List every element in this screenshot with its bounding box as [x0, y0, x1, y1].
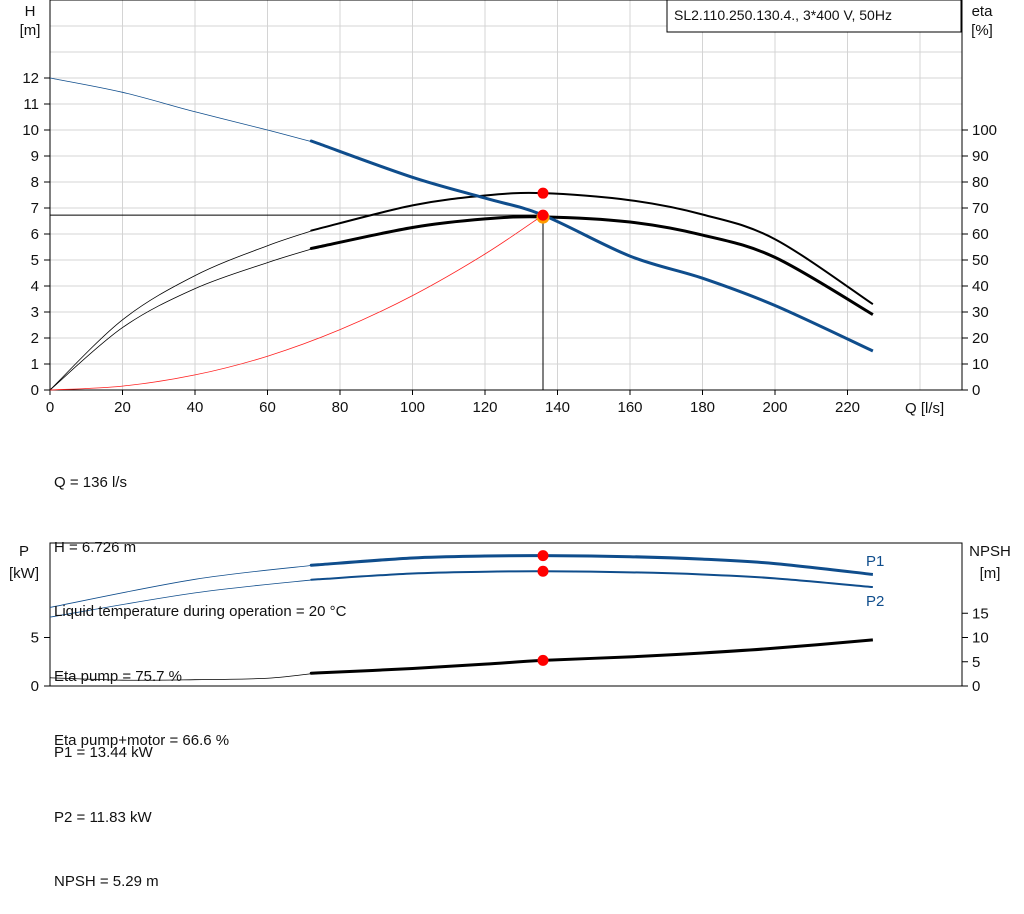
pump-curve-chart: 0 20 40 60 80 100 120 140 160 180 200 2200123456789…	[9, 0, 1011, 695]
y-axis-unit: [m]	[20, 22, 41, 39]
y2-tick-label: 60	[972, 226, 989, 243]
x-tick-label: 140	[545, 399, 570, 416]
model-label: SL2.110.250.130.4., 3*400 V, 50Hz	[674, 7, 892, 23]
x-axis-title: Q [l/s]	[905, 400, 944, 417]
y-tick-label: 2	[31, 330, 39, 347]
y2-tick-label: 100	[972, 122, 997, 139]
y2-tick-label: 30	[972, 304, 989, 321]
y2-tick-label: 10	[972, 356, 989, 373]
x-tick-label: 160	[617, 399, 642, 416]
p1-series-label: P1	[866, 553, 884, 570]
p1-duty-marker	[537, 550, 549, 562]
y2-tick-label: 70	[972, 200, 989, 217]
x-tick-label: 100	[400, 399, 425, 416]
y-tick-label: 7	[31, 200, 39, 217]
top-plot-frame	[49, 0, 963, 391]
y-tick-label: 12	[22, 70, 39, 87]
y2-tick-label: 20	[972, 330, 989, 347]
npsh-tick-label: 15	[972, 605, 989, 622]
y-tick-label: 8	[31, 174, 39, 191]
y2-tick-label: 90	[972, 148, 989, 165]
x-tick-label: 180	[690, 399, 715, 416]
npsh-tick-label: 0	[972, 678, 980, 695]
npsh-curve	[309, 638, 874, 675]
y-tick-label: 4	[31, 278, 39, 295]
p2-series-label: P2	[866, 593, 884, 610]
npsh-axis-unit: [m]	[980, 565, 1001, 582]
npsh-tick-label: 10	[972, 630, 989, 647]
system-curve	[49, 214, 544, 391]
y2-tick-label: 80	[972, 174, 989, 191]
npsh-readout: NPSH = 5.29 m	[54, 873, 159, 890]
x-tick-label: 60	[259, 399, 276, 416]
y-tick-label: 1	[31, 356, 39, 373]
y-axis-title: H	[25, 3, 36, 20]
y-tick-label: 0	[31, 382, 39, 399]
y2-tick-label: 50	[972, 252, 989, 269]
model-label-box	[666, 0, 962, 33]
y2-axis-title: eta	[972, 3, 994, 20]
x-tick-label: 80	[332, 399, 349, 416]
y-tick-label: 11	[23, 96, 39, 113]
eta-pump-marker	[537, 187, 549, 199]
p2-duty-marker	[537, 565, 549, 577]
npsh-duty-marker	[537, 654, 549, 666]
y2-axis-unit: [%]	[971, 22, 993, 39]
flow-readout: Q = 136 l/s	[54, 474, 127, 491]
bottom-plot-frame	[49, 542, 963, 687]
eta-pump-motor-readout: Eta pump+motor = 66.6 %	[54, 732, 230, 749]
p1-readout: P1 = 13.44 kW	[54, 744, 153, 761]
y-tick-label: 5	[31, 252, 39, 269]
x-tick-label: 0	[46, 399, 54, 416]
eta-pump-readout: Eta pump = 75.7 %	[54, 667, 182, 685]
liquid-temperature-readout: Liquid temperature during operation = 20…	[54, 603, 347, 620]
x-tick-label: 120	[472, 399, 497, 416]
duty-point-marker	[537, 209, 549, 221]
y2-tick-label: 40	[972, 278, 989, 295]
head-readout: H = 6.726 m	[54, 538, 137, 556]
y-tick-label: 3	[31, 304, 39, 321]
y2-tick-label: 0	[972, 382, 980, 399]
y-tick-label: 10	[22, 122, 39, 139]
x-tick-label: 40	[187, 399, 204, 416]
npsh-axis-title: NPSH	[969, 543, 1011, 560]
p-tick-label: 5	[31, 630, 39, 647]
duty-point-info: Q = 136 l/s H = 6.726 m Liquid temperatu…	[54, 429, 346, 773]
eta-pump-curve	[310, 191, 874, 306]
x-tick-label: 200	[762, 399, 787, 416]
top-plot-area	[50, 0, 962, 390]
x-tick-label: 220	[835, 399, 860, 416]
y-tick-label: 9	[31, 148, 39, 165]
p2-readout: P2 = 11.83 kW	[54, 808, 152, 826]
y-tick-label: 6	[31, 226, 39, 243]
npsh-tick-label: 5	[972, 654, 980, 671]
power-info: P1 = 13.44 kW P2 = 11.83 kW NPSH = 5.29 …	[54, 699, 159, 914]
p2-curve	[310, 570, 873, 589]
x-tick-label: 20	[114, 399, 131, 416]
p-axis-unit: [kW]	[9, 565, 39, 582]
p-axis-title: P	[19, 543, 29, 560]
p-tick-label: 0	[31, 678, 39, 695]
